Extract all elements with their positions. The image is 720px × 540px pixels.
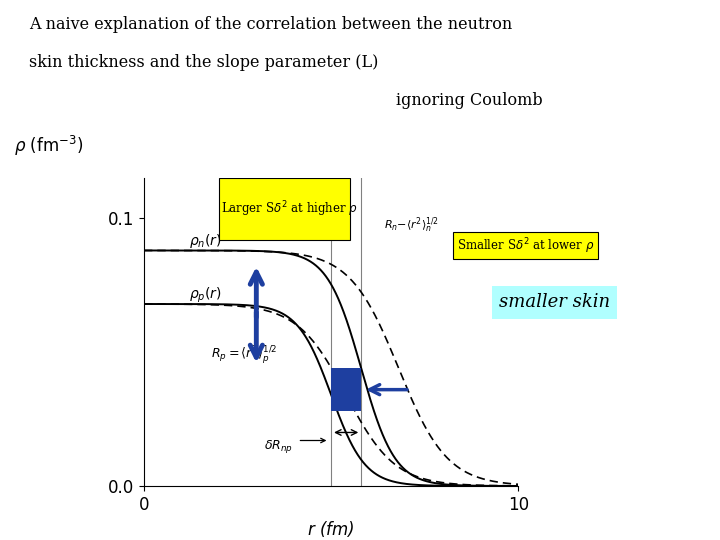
Text: $\rho$ (fm$^{-3}$): $\rho$ (fm$^{-3}$) xyxy=(14,134,84,158)
Text: A naive explanation of the correlation between the neutron: A naive explanation of the correlation b… xyxy=(29,16,512,33)
X-axis label: $r$ (fm): $r$ (fm) xyxy=(307,519,355,539)
Text: $\rho_p(r)$: $\rho_p(r)$ xyxy=(189,286,222,305)
Text: skin thickness and the slope parameter (L): skin thickness and the slope parameter (… xyxy=(29,54,378,71)
Text: ignoring Coulomb: ignoring Coulomb xyxy=(396,92,543,109)
Text: $R_n{-}\langle r^2\rangle^{1/2}_n$: $R_n{-}\langle r^2\rangle^{1/2}_n$ xyxy=(384,216,438,235)
Text: Larger S$\delta^2$ at higher $\rho$: Larger S$\delta^2$ at higher $\rho$ xyxy=(221,199,358,219)
Text: $\rho_n(r)$: $\rho_n(r)$ xyxy=(189,232,222,250)
Text: $R_p{=}\langle r^2\rangle^{1/2}_p$: $R_p{=}\langle r^2\rangle^{1/2}_p$ xyxy=(212,344,278,366)
Text: smaller skin: smaller skin xyxy=(499,293,610,312)
FancyBboxPatch shape xyxy=(219,178,350,240)
Text: Smaller S$\delta^2$ at lower $\rho$: Smaller S$\delta^2$ at lower $\rho$ xyxy=(457,236,594,255)
Text: $\delta R_{np}$: $\delta R_{np}$ xyxy=(264,437,293,455)
Bar xyxy=(331,368,361,411)
